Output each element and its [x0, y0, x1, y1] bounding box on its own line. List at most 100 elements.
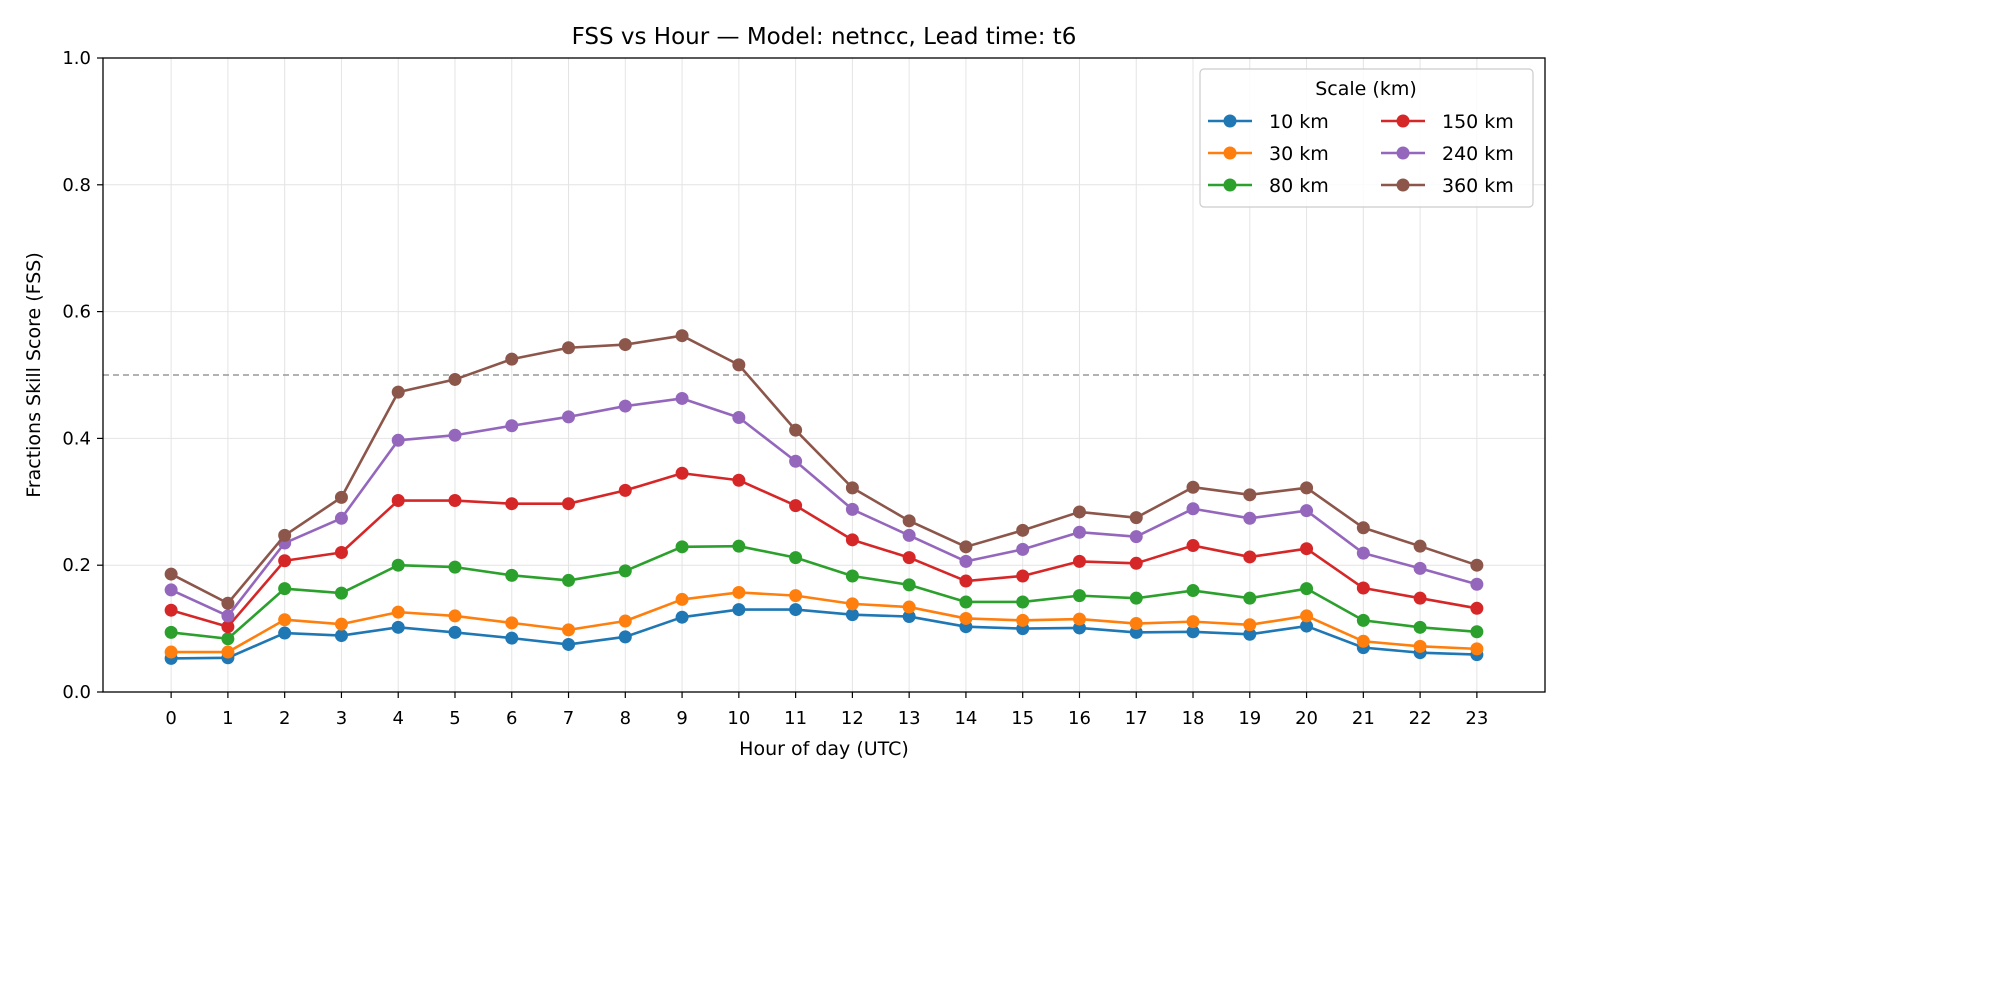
- data-point-150-km-19: [1243, 550, 1257, 564]
- data-point-240-km-23: [1470, 577, 1484, 591]
- data-point-240-km-14: [959, 554, 973, 568]
- data-point-360-km-3: [334, 490, 348, 504]
- x-tick-label-8: 8: [620, 708, 631, 729]
- data-point-80-km-1: [221, 632, 235, 646]
- data-point-30-km-17: [1129, 617, 1143, 631]
- data-point-80-km-21: [1356, 613, 1370, 627]
- legend-label-10-km: 10 km: [1269, 111, 1329, 133]
- data-point-240-km-11: [789, 454, 803, 468]
- data-point-360-km-7: [562, 341, 576, 355]
- data-point-360-km-16: [1072, 505, 1086, 519]
- data-point-240-km-20: [1300, 504, 1314, 518]
- fss-line-chart: FSS vs Hour — Model: netncc, Lead time: …: [23, 24, 1546, 760]
- legend-marker-240-km: [1396, 146, 1410, 160]
- data-point-150-km-8: [618, 483, 632, 497]
- y-tick-label-1: 0.2: [62, 555, 91, 576]
- y-tick-label-0: 0.0: [62, 682, 91, 703]
- data-point-30-km-16: [1072, 612, 1086, 626]
- data-point-360-km-14: [959, 540, 973, 554]
- data-point-150-km-11: [789, 499, 803, 513]
- y-axis-label: Fractions Skill Score (FSS): [23, 252, 45, 498]
- data-point-240-km-8: [618, 399, 632, 413]
- legend-entry-10-km: 10 km: [1208, 111, 1329, 133]
- data-point-30-km-21: [1356, 634, 1370, 648]
- data-point-360-km-22: [1413, 539, 1427, 553]
- data-point-240-km-18: [1186, 502, 1200, 516]
- data-point-360-km-0: [164, 567, 178, 581]
- legend-entry-240-km: 240 km: [1381, 143, 1514, 165]
- data-point-80-km-0: [164, 625, 178, 639]
- data-point-150-km-13: [902, 551, 916, 565]
- data-point-80-km-4: [391, 558, 405, 572]
- data-point-150-km-20: [1300, 542, 1314, 556]
- data-point-150-km-23: [1470, 601, 1484, 615]
- data-point-360-km-13: [902, 514, 916, 528]
- data-point-80-km-5: [448, 560, 462, 574]
- data-point-30-km-3: [334, 617, 348, 631]
- data-point-30-km-20: [1300, 609, 1314, 623]
- data-point-150-km-10: [732, 473, 746, 487]
- x-tick-label-17: 17: [1125, 708, 1148, 729]
- data-point-80-km-9: [675, 540, 689, 554]
- data-point-150-km-21: [1356, 581, 1370, 595]
- x-tick-label-7: 7: [563, 708, 574, 729]
- x-tick-label-12: 12: [841, 708, 864, 729]
- data-point-360-km-19: [1243, 488, 1257, 502]
- data-point-240-km-9: [675, 391, 689, 405]
- data-point-30-km-13: [902, 600, 916, 614]
- legend-marker-10-km: [1223, 114, 1237, 128]
- data-point-10-km-5: [448, 625, 462, 639]
- data-point-10-km-19: [1243, 627, 1257, 641]
- data-point-240-km-3: [334, 511, 348, 525]
- data-point-80-km-8: [618, 564, 632, 578]
- series-360-km: [164, 329, 1484, 610]
- data-point-30-km-18: [1186, 615, 1200, 629]
- data-point-80-km-23: [1470, 625, 1484, 639]
- data-point-150-km-15: [1016, 569, 1030, 583]
- data-point-80-km-3: [334, 586, 348, 600]
- data-point-150-km-0: [164, 603, 178, 617]
- data-point-80-km-16: [1072, 589, 1086, 603]
- legend-marker-80-km: [1223, 178, 1237, 192]
- data-point-30-km-23: [1470, 642, 1484, 656]
- x-tick-label-5: 5: [449, 708, 460, 729]
- data-point-360-km-15: [1016, 523, 1030, 537]
- x-tick-label-10: 10: [727, 708, 750, 729]
- x-axis-ticks: 0 1 2 3 4 5 6 7 8 9 10 11 12 13 14 15 16 17 18 19 20 21 22 23: [165, 692, 1488, 729]
- data-point-240-km-10: [732, 410, 746, 424]
- data-point-240-km-13: [902, 528, 916, 542]
- data-point-10-km-13: [902, 610, 916, 624]
- data-point-10-km-6: [505, 631, 519, 645]
- data-point-30-km-4: [391, 605, 405, 619]
- series-layer: [164, 329, 1484, 665]
- y-tick-label-5: 1.0: [62, 48, 91, 69]
- x-tick-label-19: 19: [1238, 708, 1261, 729]
- x-tick-label-9: 9: [676, 708, 687, 729]
- data-point-10-km-18: [1186, 625, 1200, 639]
- data-point-150-km-14: [959, 574, 973, 588]
- data-point-240-km-21: [1356, 546, 1370, 560]
- x-tick-label-16: 16: [1068, 708, 1091, 729]
- data-point-240-km-1: [221, 609, 235, 623]
- series-line-10-km: [171, 608, 1477, 660]
- data-point-30-km-8: [618, 614, 632, 628]
- data-point-30-km-9: [675, 592, 689, 606]
- x-tick-label-6: 6: [506, 708, 517, 729]
- data-point-240-km-16: [1072, 525, 1086, 539]
- data-point-80-km-19: [1243, 591, 1257, 605]
- data-point-360-km-23: [1470, 558, 1484, 572]
- x-tick-label-22: 22: [1409, 708, 1432, 729]
- data-point-240-km-19: [1243, 511, 1257, 525]
- data-point-30-km-19: [1243, 618, 1257, 632]
- data-point-80-km-6: [505, 568, 519, 582]
- data-point-10-km-20: [1300, 619, 1314, 633]
- legend-entry-150-km: 150 km: [1381, 111, 1514, 133]
- y-tick-label-3: 0.6: [62, 302, 91, 323]
- data-point-360-km-2: [278, 528, 292, 542]
- data-point-30-km-12: [845, 597, 859, 611]
- series-150-km: [164, 466, 1484, 634]
- data-point-360-km-21: [1356, 521, 1370, 535]
- x-tick-label-21: 21: [1352, 708, 1375, 729]
- x-tick-label-4: 4: [392, 708, 403, 729]
- data-point-30-km-7: [562, 623, 576, 637]
